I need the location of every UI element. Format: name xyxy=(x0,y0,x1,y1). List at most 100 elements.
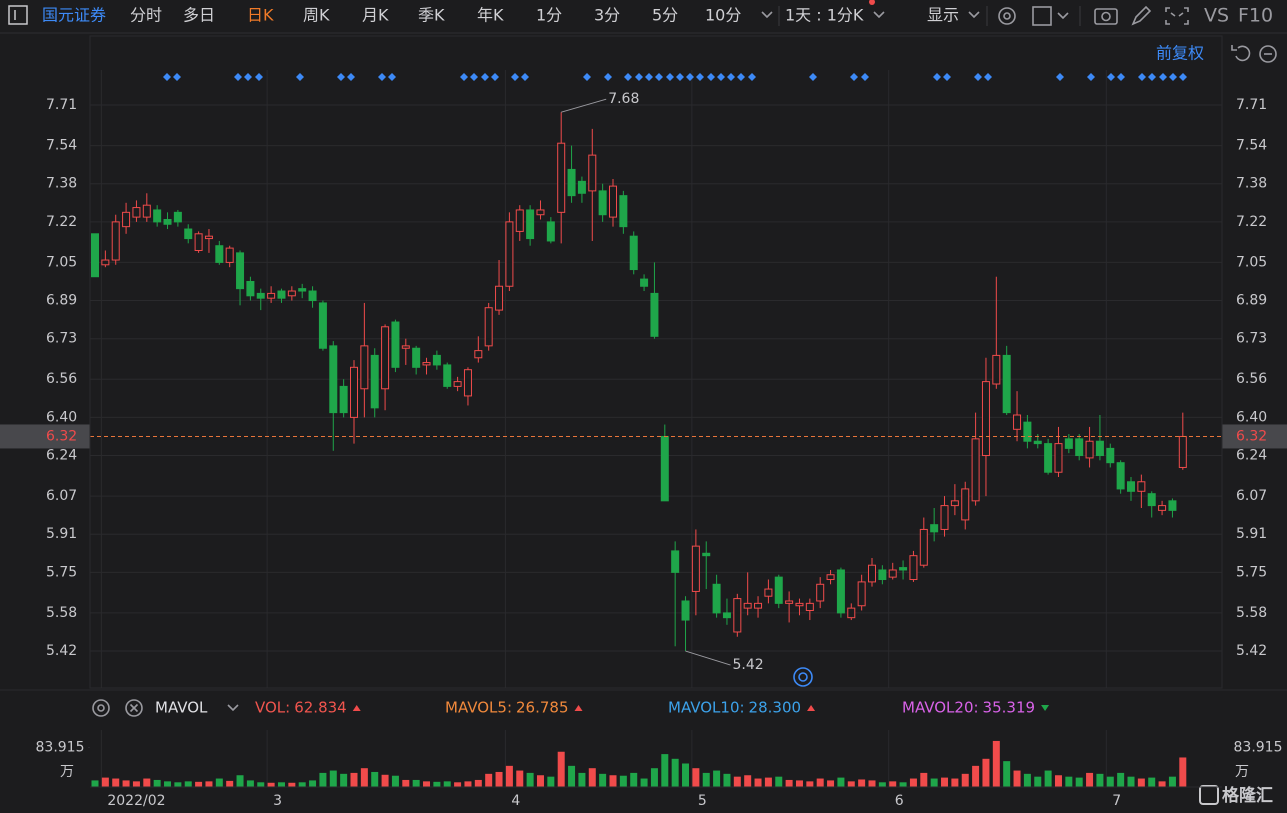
period-tab[interactable]: 分时 xyxy=(130,6,162,25)
volume-bar xyxy=(619,775,627,787)
candle-body xyxy=(246,280,255,297)
volume-bar xyxy=(827,780,835,787)
event-marker xyxy=(378,73,386,81)
y-tick-label: 6.07 xyxy=(46,488,77,504)
candle-body xyxy=(588,154,597,192)
candle-body xyxy=(267,292,276,299)
legend-value: 26.785 xyxy=(516,699,569,717)
candle-body xyxy=(774,576,783,604)
candle-body xyxy=(1106,447,1115,464)
event-marker xyxy=(686,73,694,81)
indicator-chevron[interactable] xyxy=(227,704,239,712)
fullscreen-icon[interactable] xyxy=(1165,7,1189,25)
reset-icon[interactable] xyxy=(1231,45,1251,62)
period-tab[interactable]: 多日 xyxy=(183,6,215,25)
legend-trend xyxy=(352,705,361,711)
y-tick-label: 7.38 xyxy=(46,176,77,192)
period-select[interactable]: 1天 : 1分K xyxy=(785,6,864,25)
candle-body xyxy=(256,292,265,299)
period-tab[interactable]: 周K xyxy=(303,6,330,25)
candle-body xyxy=(1127,481,1135,492)
volume-bar xyxy=(661,754,669,787)
volume-bar xyxy=(526,772,534,787)
period-tab[interactable]: 日K xyxy=(247,6,274,25)
period-chevron[interactable] xyxy=(873,11,885,19)
legend-name: VOL: xyxy=(255,699,290,717)
display-chevron[interactable] xyxy=(968,11,980,19)
volume-bar xyxy=(226,780,234,787)
period-tab[interactable]: 5分 xyxy=(652,6,678,25)
volume-bar xyxy=(723,773,731,787)
y-tick-label: 7.05 xyxy=(46,254,77,270)
volume-bar xyxy=(837,777,845,787)
volume-bar xyxy=(112,778,120,787)
volume-bar xyxy=(246,780,254,787)
event-marker xyxy=(1107,73,1115,81)
volume-bar xyxy=(174,782,182,787)
camera-icon[interactable] xyxy=(1094,8,1118,25)
y-tick-label: 5.91 xyxy=(46,526,77,542)
volume-bar xyxy=(1096,773,1104,787)
plot-frame xyxy=(89,35,1223,689)
volume-bar xyxy=(267,782,275,787)
more-chevron[interactable] xyxy=(761,11,773,19)
period-tab[interactable]: 10分 xyxy=(705,6,741,25)
volume-bar xyxy=(454,782,462,787)
y-tick-label: 5.42 xyxy=(46,643,77,659)
f10-button[interactable]: F10 xyxy=(1238,5,1273,27)
candle-body xyxy=(671,550,680,573)
volume-bar xyxy=(1044,770,1052,787)
event-marker xyxy=(388,73,396,81)
event-marker xyxy=(861,73,869,81)
period-tab[interactable]: 年K xyxy=(477,6,504,25)
period-tab[interactable]: 1分 xyxy=(536,6,562,25)
sidebar-toggle[interactable] xyxy=(8,5,28,25)
candle-body xyxy=(184,228,193,240)
last-price-label: 6.32 xyxy=(46,428,77,444)
candle-body xyxy=(350,366,358,418)
volume-bar xyxy=(1179,757,1187,787)
y-tick-label: 7.22 xyxy=(46,214,77,230)
pencil-icon[interactable] xyxy=(1131,5,1152,26)
event-marker xyxy=(460,73,468,81)
square-chevron[interactable] xyxy=(1057,12,1069,20)
candle-body xyxy=(463,369,472,397)
candle-body xyxy=(101,259,110,266)
vs-button[interactable]: VS xyxy=(1204,5,1229,27)
period-tab[interactable]: 季K xyxy=(418,6,445,25)
adjust-mode[interactable]: 前复权 xyxy=(1156,44,1204,63)
zoom-out-icon[interactable] xyxy=(1259,45,1277,63)
candle-body xyxy=(391,321,400,368)
volume-bar xyxy=(485,773,493,787)
indicator-settings[interactable] xyxy=(92,699,110,717)
indicator-name[interactable]: MAVOL xyxy=(155,699,208,717)
settings-icon[interactable] xyxy=(998,7,1016,25)
display-menu[interactable]: 显示 xyxy=(927,6,959,25)
candle-body xyxy=(474,350,483,359)
volume-bar xyxy=(1054,775,1062,787)
period-tab[interactable]: 3分 xyxy=(594,6,620,25)
indicator-settings-core xyxy=(97,704,105,712)
volume-bar xyxy=(713,770,721,787)
volume-bar xyxy=(391,775,399,787)
volume-bar xyxy=(599,773,607,787)
volume-bar xyxy=(371,771,379,787)
y-tick-label: 6.73 xyxy=(46,331,77,347)
volume-bar xyxy=(153,779,161,787)
logo-icon xyxy=(1199,785,1219,805)
candle-body xyxy=(1023,421,1032,442)
indicator-close[interactable] xyxy=(125,699,143,717)
brand[interactable]: 国元证券 xyxy=(42,6,106,25)
y-tick-label-right: 6.89 xyxy=(1236,293,1267,309)
volume-bar xyxy=(754,778,762,787)
volume-tick-label-right: 83.915 xyxy=(1234,740,1283,756)
y-tick-label-right: 7.05 xyxy=(1236,254,1267,270)
period-tab[interactable]: 月K xyxy=(362,6,389,25)
legend-trend xyxy=(1041,705,1050,711)
candle-body xyxy=(733,598,742,633)
volume-tick-label: 83.915 xyxy=(36,740,85,756)
x-tick-label: 4 xyxy=(511,793,520,809)
locate-button[interactable] xyxy=(793,667,813,687)
y-tick-label-right: 7.22 xyxy=(1236,214,1267,230)
square-icon[interactable] xyxy=(1032,6,1052,26)
